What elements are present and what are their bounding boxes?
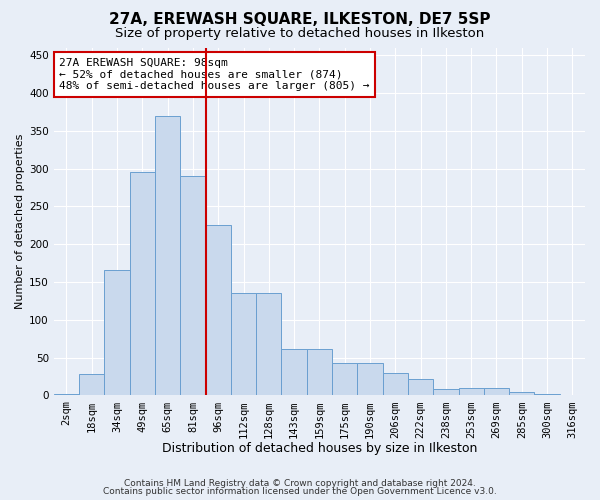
Bar — [307, 348, 332, 396]
Bar — [281, 348, 307, 396]
Bar — [358, 363, 383, 396]
Text: 27A, EREWASH SQUARE, ILKESTON, DE7 5SP: 27A, EREWASH SQUARE, ILKESTON, DE7 5SP — [109, 12, 491, 28]
Bar — [560, 394, 585, 396]
Text: Size of property relative to detached houses in Ilkeston: Size of property relative to detached ho… — [115, 28, 485, 40]
Bar — [458, 388, 484, 396]
Bar — [332, 363, 358, 396]
Bar — [408, 379, 433, 396]
Bar — [79, 374, 104, 396]
Bar — [484, 388, 509, 396]
X-axis label: Distribution of detached houses by size in Ilkeston: Distribution of detached houses by size … — [162, 442, 477, 455]
Y-axis label: Number of detached properties: Number of detached properties — [15, 134, 25, 309]
Text: 27A EREWASH SQUARE: 98sqm
← 52% of detached houses are smaller (874)
48% of semi: 27A EREWASH SQUARE: 98sqm ← 52% of detac… — [59, 58, 370, 91]
Bar — [383, 373, 408, 396]
Bar — [535, 394, 560, 396]
Bar — [509, 392, 535, 396]
Bar — [180, 176, 206, 396]
Bar — [54, 394, 79, 396]
Bar — [155, 116, 180, 396]
Text: Contains HM Land Registry data © Crown copyright and database right 2024.: Contains HM Land Registry data © Crown c… — [124, 478, 476, 488]
Bar — [104, 270, 130, 396]
Text: Contains public sector information licensed under the Open Government Licence v3: Contains public sector information licen… — [103, 487, 497, 496]
Bar — [206, 226, 231, 396]
Bar — [231, 294, 256, 396]
Bar — [256, 294, 281, 396]
Bar — [130, 172, 155, 396]
Bar — [433, 390, 458, 396]
